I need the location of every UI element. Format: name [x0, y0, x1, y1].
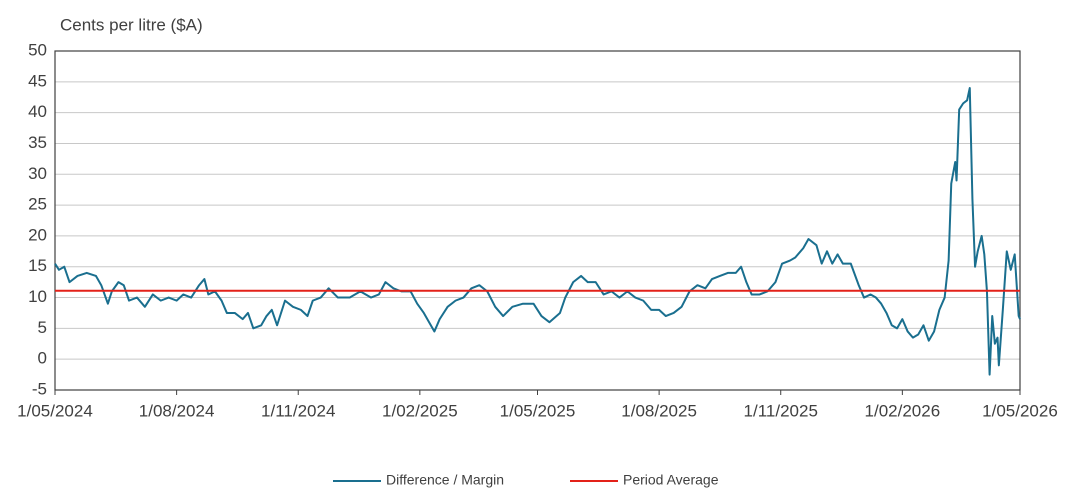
y-tick-label: 5 — [38, 318, 47, 337]
x-tick-label: 1/08/2024 — [139, 401, 215, 420]
x-tick-label: 1/02/2026 — [865, 401, 941, 420]
plot-border — [54, 50, 1021, 391]
y-tick-label: 50 — [28, 40, 47, 59]
y-tick-label: 0 — [38, 349, 47, 368]
y-tick-label: -5 — [32, 379, 47, 398]
legend-label: Difference / Margin — [386, 472, 504, 488]
y-tick-label: 15 — [28, 256, 47, 275]
y-tick-label: 30 — [28, 164, 47, 183]
y-axis-title: Cents per litre ($A) — [60, 15, 203, 34]
y-tick-label: 20 — [28, 225, 47, 244]
series-line — [54, 86, 1021, 376]
y-tick-label: 35 — [28, 133, 47, 152]
legend-label: Period Average — [623, 472, 719, 488]
x-tick-label: 1/05/2024 — [17, 401, 93, 420]
x-tick-label: 1/05/2026 — [982, 401, 1058, 420]
x-tick-label: 1/05/2025 — [500, 401, 576, 420]
y-tick-label: 40 — [28, 102, 47, 121]
y-tick-label: 10 — [28, 287, 47, 306]
x-tick-label: 1/02/2025 — [382, 401, 458, 420]
x-tick-label: 1/08/2025 — [621, 401, 697, 420]
x-tick-label: 1/11/2024 — [261, 401, 335, 420]
y-tick-label: 25 — [28, 195, 47, 214]
x-tick-label: 1/11/2025 — [744, 401, 818, 420]
y-tick-label: 45 — [28, 71, 47, 90]
